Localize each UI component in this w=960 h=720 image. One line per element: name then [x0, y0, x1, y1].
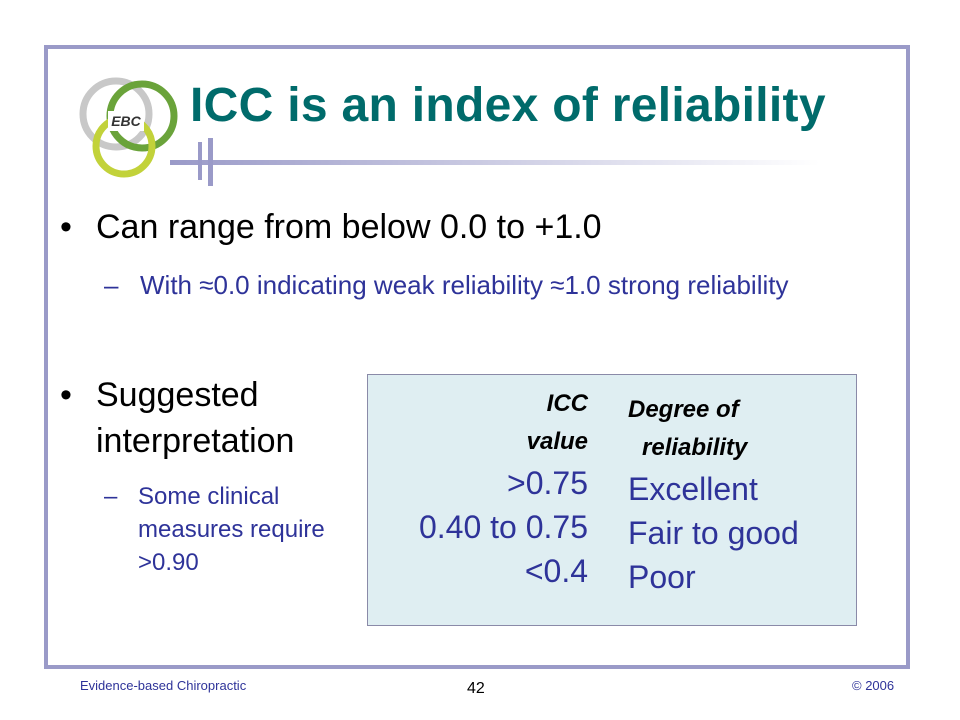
- bullet-1: • Can range from below 0.0 to +1.0: [60, 208, 602, 247]
- footer-copyright: © 2006: [852, 678, 895, 693]
- bullet-2: • Suggested interpretation: [60, 372, 376, 464]
- sub-bullet-1: – With ≈0.0 indicating weak reliability …: [104, 266, 820, 304]
- degree-cell: Poor: [628, 559, 696, 595]
- sub-bullet-2-text: Some clinical measures require ˃0.90: [138, 483, 325, 576]
- page-number: 42: [467, 680, 485, 697]
- icc-interpretation-table: ICC value >0.75 0.40 to 0.75 <0.4 Degree…: [367, 374, 857, 626]
- icc-value-cell: <0.4: [524, 553, 588, 589]
- footer-left-text: Evidence-based Chiropractic: [80, 678, 247, 693]
- degree-header-line-2: reliability: [642, 434, 748, 461]
- bullet-dot: •: [60, 208, 72, 246]
- logo-gray-ring: [79, 77, 153, 151]
- icc-value-cell: >0.75: [507, 465, 588, 501]
- degree-header-line-1: Degree of: [628, 396, 739, 423]
- title-rule: [170, 138, 820, 186]
- slide-title: ICC is an index of reliability: [190, 79, 826, 132]
- bullet-dot: •: [60, 376, 72, 414]
- degree-cell: Fair to good: [628, 515, 799, 551]
- icc-header-line-1: ICC: [546, 390, 588, 417]
- icc-header-line-2: value: [526, 428, 588, 455]
- sub-bullet-dash: –: [104, 483, 118, 510]
- sub-bullet-2: – Some clinical measures require ˃0.90: [104, 480, 348, 579]
- rule-tick-2: [208, 138, 213, 186]
- sub-bullet-1-text: With ≈0.0 indicating weak reliability ≈1…: [140, 270, 789, 300]
- rule-tick-1: [198, 142, 202, 180]
- slide-frame: [44, 45, 910, 669]
- degree-cell: Excellent: [628, 471, 758, 507]
- logo-text: EBC: [111, 113, 141, 129]
- bullet-2-text: Suggested interpretation: [96, 376, 295, 460]
- rule-line: [170, 160, 820, 165]
- bullet-1-text: Can range from below 0.0 to +1.0: [96, 208, 602, 246]
- logo-label-bg: [108, 111, 144, 131]
- sub-bullet-dash: –: [104, 270, 119, 300]
- ebc-logo: EBC: [79, 77, 178, 178]
- degree-column: Degree of reliability Excellent Fair to …: [628, 391, 799, 599]
- icc-value-column: ICC value >0.75 0.40 to 0.75 <0.4: [419, 385, 588, 593]
- icc-value-cell: 0.40 to 0.75: [418, 509, 588, 545]
